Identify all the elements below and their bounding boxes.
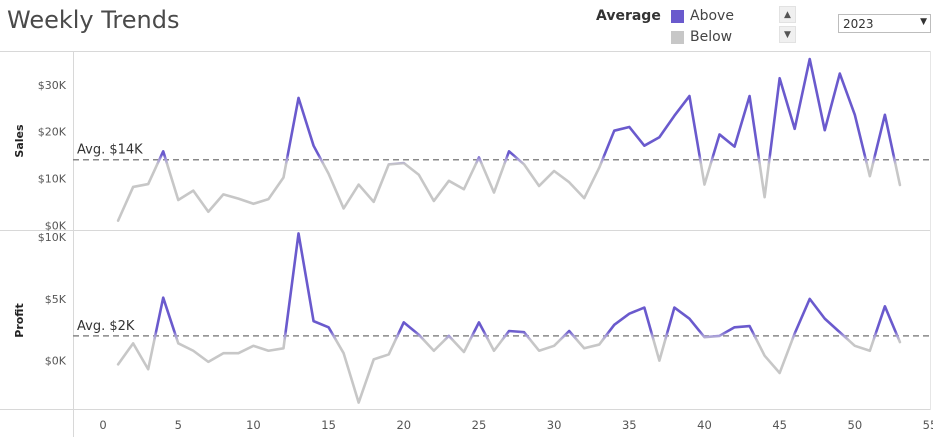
x-tick-label: 55 — [923, 418, 933, 432]
y-tick-label: $10K — [38, 172, 67, 185]
chevron-down-icon: ▼ — [784, 29, 791, 40]
x-tick-label: 50 — [848, 418, 863, 432]
y-axis-title: Sales — [13, 124, 26, 158]
y-tick-label: $30K — [38, 79, 67, 92]
y-tick-label: $5K — [45, 293, 67, 306]
x-tick-label: 15 — [321, 418, 336, 432]
x-tick-label: 10 — [246, 418, 261, 432]
legend-item-below[interactable]: Below — [671, 29, 732, 45]
x-tick-label: 35 — [622, 418, 637, 432]
x-tick-label: 30 — [547, 418, 562, 432]
dropdown-arrow-icon: ▼ — [920, 17, 927, 27]
legend-label-below: Below — [690, 29, 733, 45]
legend-swatch-below — [671, 30, 684, 44]
x-tick-label: 0 — [99, 418, 106, 432]
y-tick-label: $20K — [38, 126, 67, 139]
chevron-up-icon: ▲ — [784, 9, 791, 20]
legend-label-above: Above — [690, 8, 734, 24]
average-label: Avg. $2K — [77, 319, 135, 334]
sales-series-line — [116, 57, 902, 222]
x-tick-label: 40 — [697, 418, 712, 432]
legend-scroll-up-button[interactable]: ▲ — [779, 6, 796, 23]
x-tick-label: 25 — [472, 418, 487, 432]
legend-swatch-above — [671, 9, 684, 23]
y-axis-title: Profit — [13, 303, 26, 337]
year-filter-dropdown[interactable]: 2023 ▼ — [838, 14, 931, 33]
x-tick-label: 5 — [175, 418, 182, 432]
legend-item-above[interactable]: Above — [671, 8, 734, 24]
legend-scroll-down-button[interactable]: ▼ — [779, 26, 796, 43]
legend-title: Average — [596, 8, 661, 24]
year-filter-value: 2023 — [843, 16, 874, 31]
y-tick-label: $0K — [45, 355, 67, 368]
average-label: Avg. $14K — [77, 143, 143, 158]
y-tick-label: $0K — [45, 219, 67, 232]
x-tick-label: 45 — [772, 418, 787, 432]
page-title: Weekly Trends — [7, 6, 180, 34]
x-tick-label: 20 — [396, 418, 411, 432]
profit-series-line — [116, 232, 902, 404]
y-tick-label: $10K — [38, 231, 67, 244]
